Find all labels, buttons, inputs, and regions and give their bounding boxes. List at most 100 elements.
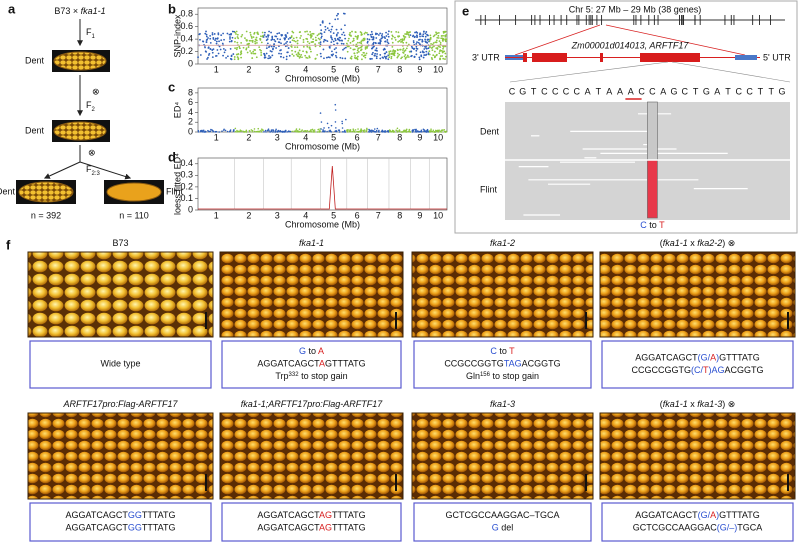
- snp-dot: [204, 32, 207, 35]
- zoom: [605, 24, 746, 56]
- snp-dot: [419, 32, 421, 35]
- snp-dot: [262, 36, 265, 38]
- utr-label: 3' UTR: [472, 52, 500, 62]
- snp-dot: [444, 45, 447, 48]
- ed-dot: [411, 131, 414, 133]
- snp-dot: [316, 53, 319, 56]
- snp-dot: [438, 50, 441, 53]
- snp-dot: [336, 18, 339, 20]
- snp-dot: [370, 30, 373, 33]
- ed-dot: [275, 128, 277, 131]
- snp-dot: [397, 35, 400, 38]
- ed-dot: [366, 128, 368, 131]
- ed-dot: [354, 129, 357, 131]
- ear-label: Dent: [25, 55, 45, 65]
- snp-dot: [208, 52, 211, 55]
- ed-dot: [274, 131, 277, 133]
- snp-dot: [425, 41, 428, 44]
- text-segment: GTTTATG: [719, 510, 760, 520]
- snp-dot: [287, 38, 290, 40]
- ed-dot: [398, 129, 401, 131]
- snp-dot: [388, 50, 391, 53]
- snp-dot: [360, 45, 363, 48]
- text-segment: TAG: [504, 359, 522, 369]
- snp-dot: [279, 38, 282, 41]
- snp-dot: [390, 31, 393, 33]
- chromosome-label: 10: [433, 64, 443, 74]
- ed-dot: [373, 128, 376, 130]
- snp-dot: [226, 55, 229, 58]
- snp-dot: [218, 40, 220, 43]
- text-segment: GTTTATG: [719, 353, 760, 363]
- ed-dot: [245, 129, 248, 132]
- snp-dot: [335, 14, 338, 17]
- chromosome-label: 2: [246, 64, 251, 74]
- snp-dot: [436, 32, 439, 35]
- ed-dot: [414, 128, 416, 131]
- generation-base: F: [86, 100, 92, 110]
- snp-dot: [256, 41, 258, 44]
- ed-dot: [310, 130, 312, 132]
- snp-dot: [366, 41, 369, 44]
- snp-dot: [441, 50, 444, 52]
- snp-dot: [285, 55, 288, 58]
- snp-dot: [439, 41, 442, 44]
- ed-dot: [391, 130, 394, 133]
- snp-dot: [341, 57, 344, 60]
- photo-shade: [599, 251, 796, 338]
- snp-dot: [330, 35, 332, 37]
- snp-dot: [275, 35, 278, 38]
- snp-dot: [343, 34, 346, 37]
- snp-dot: [355, 45, 357, 48]
- snp-dot: [363, 32, 366, 35]
- ear: [53, 51, 107, 71]
- y-tick-label: 0.4: [180, 33, 193, 43]
- snp-dot: [386, 39, 389, 41]
- snp-dot: [437, 32, 440, 34]
- ed-dot: [311, 128, 313, 131]
- ed-dot: [337, 129, 340, 131]
- snp-dot: [296, 42, 299, 45]
- snp-dot: [444, 52, 447, 55]
- cross: B73 × fka1-1: [54, 6, 105, 16]
- snp-dot: [397, 40, 400, 43]
- text-segment: GG: [128, 510, 142, 520]
- base: G: [703, 86, 710, 96]
- snp-dot: [249, 31, 252, 34]
- text-segment: fka1-1;ARFTF17pro:Flag-ARFTF17: [241, 399, 384, 409]
- x-axis-label: Chromosome (Mb): [285, 141, 360, 151]
- snp-dot: [204, 46, 206, 49]
- snp-dot: [245, 30, 248, 33]
- snp-dot: [205, 33, 208, 36]
- snp-dot: [304, 54, 307, 57]
- snp-dot: [378, 42, 380, 45]
- ed-dot: [262, 129, 264, 132]
- chromosome-label: 2: [246, 210, 251, 220]
- text-segment: (G/: [698, 353, 711, 363]
- generation-sub: 1: [92, 34, 96, 40]
- ed-dot: [244, 130, 247, 133]
- text-segment: Trp: [275, 371, 288, 381]
- snp-dot: [328, 46, 331, 48]
- text-segment: ARFTF17pro:Flag-ARFTF17: [62, 399, 178, 409]
- snp-dot: [356, 49, 359, 52]
- snp-dot: [317, 33, 320, 36]
- snp-dot: [371, 57, 373, 60]
- snp-dot: [278, 41, 281, 44]
- ed-dot: [407, 130, 410, 133]
- ed-dot: [381, 130, 383, 132]
- ed-dot: [359, 130, 362, 132]
- snp-dot: [445, 33, 448, 36]
- ed-dot: [373, 130, 375, 133]
- snp-dot: [442, 47, 444, 50]
- ed-dot: [251, 129, 254, 132]
- snp-dot: [388, 56, 391, 59]
- snp-dot: [339, 39, 341, 42]
- generation-base: F: [86, 164, 92, 174]
- ed-dot: [284, 129, 287, 132]
- mutation: C to T: [640, 220, 665, 230]
- snp-dot: [402, 52, 405, 54]
- ed-dot: [251, 131, 253, 133]
- snp-dot: [311, 41, 314, 43]
- text-segment: x: [688, 399, 698, 409]
